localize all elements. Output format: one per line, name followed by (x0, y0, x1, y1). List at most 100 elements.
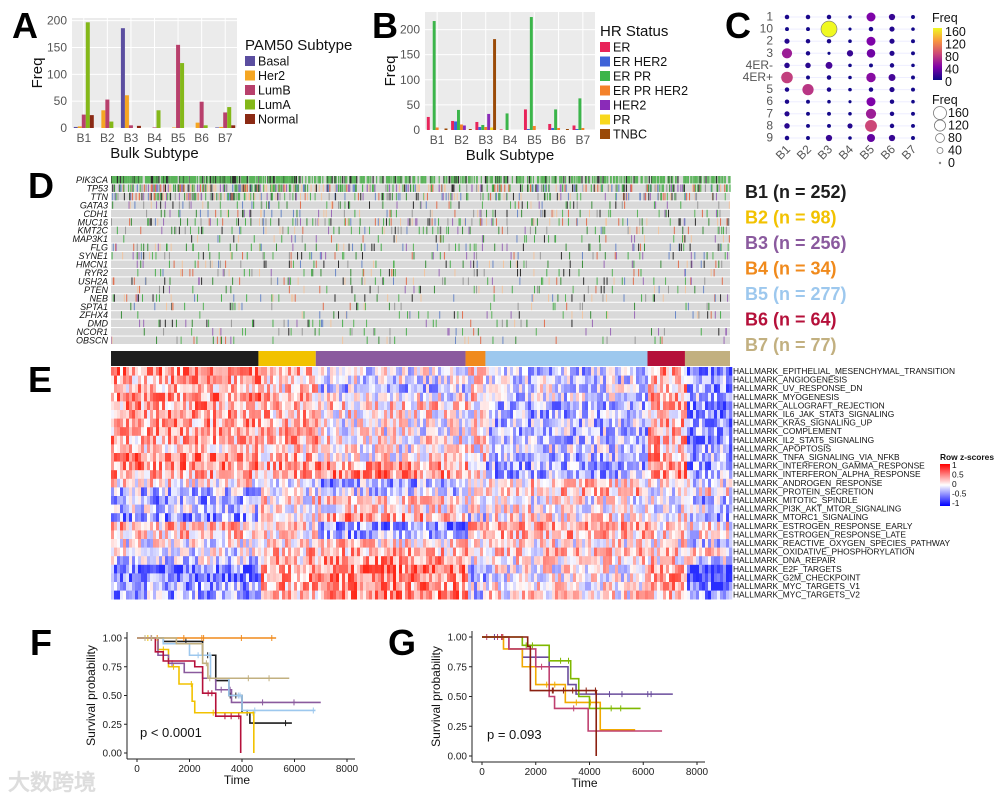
heatmap-cell (237, 453, 241, 462)
mutation-mark (217, 268, 219, 277)
y-tick-label: 0 (413, 123, 420, 137)
heatmap-cell (114, 461, 118, 471)
mutation-mark (543, 192, 545, 201)
mutation-mark (605, 176, 607, 184)
mutation-mark (350, 226, 352, 235)
mutation-mark (690, 235, 692, 243)
mutation-mark (259, 218, 261, 226)
mutation-mark (130, 302, 132, 311)
heatmap-cell (261, 401, 265, 411)
mutation-mark (197, 176, 199, 184)
heatmap-cell (210, 384, 214, 394)
mutation-mark (412, 277, 414, 285)
heatmap-cell (150, 461, 154, 471)
heatmap-cell (195, 427, 199, 437)
heatmap-cell (630, 418, 634, 428)
mutation-mark (418, 311, 420, 319)
heatmap-cell (171, 375, 175, 385)
heatmap-cell (711, 401, 715, 411)
gene-label: RYR2 (84, 268, 108, 278)
heatmap-cell (540, 435, 544, 445)
mutation-mark (304, 184, 306, 192)
heatmap-cell (243, 444, 247, 454)
heatmap-cell (474, 435, 478, 445)
heatmap-cell (459, 427, 463, 437)
heatmap-cell (318, 453, 322, 462)
heatmap-cell (306, 444, 310, 454)
mutation-mark (306, 192, 308, 201)
mutation-mark (431, 184, 433, 192)
mutation-mark (335, 192, 337, 201)
dot (866, 36, 876, 46)
mutation-mark (178, 192, 180, 201)
mutation-mark (230, 285, 232, 294)
mutation-mark (405, 192, 407, 201)
heatmap-cell (339, 401, 343, 411)
mutation-mark (666, 192, 668, 201)
mutation-mark (663, 176, 666, 184)
mutation-mark (466, 192, 468, 201)
mutation-mark (288, 252, 290, 260)
heatmap-cell (261, 470, 265, 480)
heatmap-cell (717, 435, 721, 445)
mutation-mark (346, 311, 348, 319)
heatmap-cell (135, 427, 139, 437)
heatmap-cell (444, 410, 448, 419)
mutation-mark (605, 311, 607, 319)
heatmap-cell (204, 444, 208, 454)
mutation-mark (495, 176, 497, 184)
heatmap-cell (285, 392, 289, 402)
heatmap-cell (525, 427, 529, 437)
mutation-mark (567, 218, 569, 226)
mutation-mark (387, 184, 389, 192)
mutation-mark (556, 277, 558, 285)
heatmap-cell (393, 470, 397, 480)
heatmap-cell (306, 461, 310, 471)
heatmap-cell (468, 444, 472, 454)
mutation-mark (353, 184, 355, 192)
heatmap-cell (345, 392, 349, 402)
mutation-mark (153, 184, 155, 192)
mutation-mark (254, 176, 256, 184)
mutation-mark (332, 201, 334, 209)
mutation-mark (212, 277, 214, 285)
heatmap-cell (522, 375, 526, 385)
heatmap-cell (600, 384, 604, 394)
heatmap-cell (639, 410, 643, 419)
y-tick-label: 0 (60, 121, 67, 135)
heatmap-cell (126, 435, 130, 445)
heatmap-cell (354, 461, 358, 471)
heatmap-cell (690, 392, 694, 402)
mutation-mark (339, 201, 341, 209)
heatmap-cell (585, 453, 589, 462)
heatmap-cell (690, 418, 694, 428)
heatmap-cell (525, 461, 529, 471)
heatmap-cell (675, 435, 679, 445)
mutation-mark (451, 192, 453, 201)
heatmap-cell (444, 367, 448, 376)
bar-er-her2 (526, 128, 530, 130)
mutation-mark (237, 192, 239, 201)
heatmap-cell (624, 401, 628, 411)
heatmap-cell (216, 427, 220, 437)
mutation-mark (184, 192, 186, 201)
heatmap-cell (384, 435, 388, 445)
dot (888, 74, 896, 81)
heatmap-cell (117, 427, 121, 437)
mutation-mark (453, 311, 455, 319)
mutation-mark (285, 184, 288, 192)
heatmap-cell (282, 470, 286, 480)
heatmap-cell (366, 453, 370, 462)
mutation-mark (277, 192, 279, 201)
mutation-mark (712, 252, 714, 260)
mutation-mark (272, 336, 274, 344)
heatmap-cell (486, 453, 490, 462)
mutation-mark (136, 252, 138, 260)
heatmap-cell (714, 435, 718, 445)
heatmap-cell (399, 367, 403, 376)
mutation-mark (235, 176, 237, 184)
heatmap-cell (537, 418, 541, 428)
heatmap-cell (168, 444, 172, 454)
mutation-mark (551, 176, 553, 184)
heatmap-cell (576, 392, 580, 402)
